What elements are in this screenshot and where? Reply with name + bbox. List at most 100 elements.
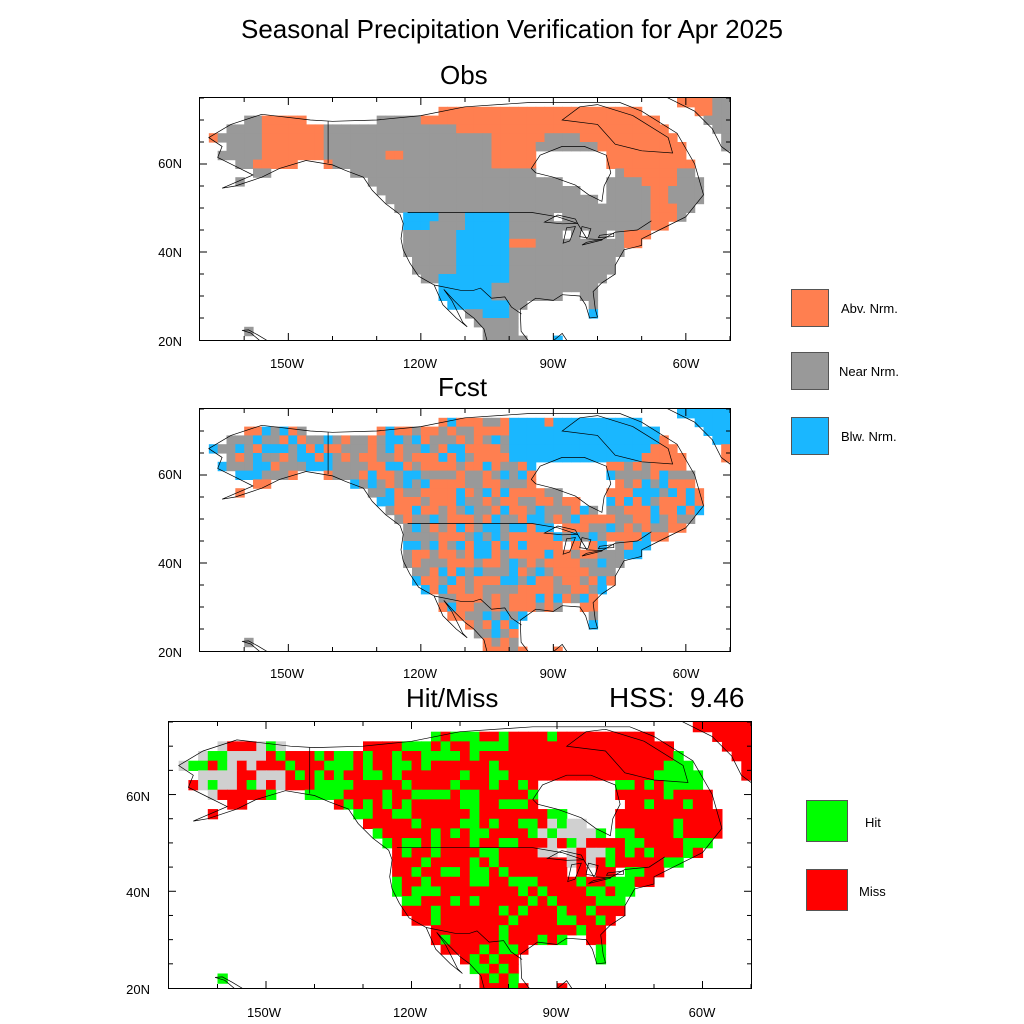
grid-cell: [606, 505, 616, 516]
grid-cell: [332, 142, 342, 152]
grid-cell: [721, 124, 730, 134]
grid-cell: [261, 435, 272, 445]
grid-cell: [367, 479, 378, 489]
grid-cell: [579, 505, 590, 516]
grid-cell: [482, 620, 493, 630]
grid-cell: [650, 203, 660, 213]
grid-cell: [491, 194, 501, 205]
grid-cell: [498, 818, 510, 829]
grid-cell: [571, 256, 581, 266]
grid-cell: [382, 760, 393, 771]
grid-cell: [376, 168, 387, 178]
grid-cell: [500, 497, 510, 507]
grid-cell: [606, 247, 616, 257]
grid-cell: [297, 453, 307, 463]
grid-cell: [421, 857, 432, 868]
grid-cell: [673, 799, 684, 810]
grid-cell: [372, 799, 383, 810]
grid-cell: [363, 751, 374, 762]
grid-cell: [465, 265, 475, 275]
grid-cell: [412, 238, 422, 249]
grid-cell: [421, 828, 432, 839]
grid-cell: [624, 417, 634, 428]
grid-cell: [482, 291, 493, 301]
grid-cell: [562, 221, 572, 231]
grid-cell: [261, 426, 272, 436]
grid-cell: [465, 150, 475, 161]
grid-cell: [571, 115, 581, 125]
grid-cell: [588, 115, 599, 125]
grid-cell: [288, 453, 298, 463]
grid-cell: [526, 523, 537, 533]
grid-cell: [447, 142, 457, 152]
grid-cell: [456, 221, 466, 231]
grid-cell: [579, 124, 590, 134]
grid-cell: [353, 809, 364, 820]
grid-cell: [659, 177, 669, 187]
grid-cell: [518, 857, 529, 868]
grid-cell: [367, 133, 378, 143]
grid-cell: [491, 620, 501, 630]
grid-cell: [527, 876, 539, 888]
grid-cell: [624, 741, 636, 752]
grid-cell: [586, 857, 597, 868]
grid-cell: [644, 799, 655, 810]
grid-cell: [634, 876, 645, 888]
grid-cell: [460, 731, 471, 742]
grid-cell: [473, 282, 484, 293]
grid-cell: [498, 770, 510, 781]
grid-cell: [430, 731, 442, 742]
grid-cell: [615, 809, 626, 820]
grid-cell: [606, 435, 616, 445]
coastline: [562, 226, 576, 244]
grid-cell: [597, 514, 607, 524]
grid-cell: [650, 194, 660, 205]
grid-cell: [332, 150, 342, 161]
grid-cell: [372, 780, 383, 791]
grid-cell: [482, 106, 493, 117]
grid-cell: [571, 505, 581, 516]
grid-cell: [403, 426, 413, 436]
grid-cell: [421, 780, 432, 791]
grid-cell: [456, 150, 466, 161]
grid-cell: [270, 150, 281, 161]
grid-cell: [566, 905, 577, 917]
grid-cell: [500, 620, 510, 630]
grid-cell: [500, 567, 510, 577]
grid-cell: [372, 770, 383, 781]
grid-cell: [544, 177, 554, 187]
grid-cell: [544, 488, 554, 498]
grid-cell: [479, 934, 490, 946]
grid-cell: [518, 818, 529, 829]
grid-cell: [411, 867, 422, 878]
coastline: [561, 415, 674, 465]
grid-cell: [456, 611, 466, 621]
grid-cell: [279, 142, 289, 152]
grid-cell: [673, 809, 684, 820]
grid-cell: [741, 722, 751, 733]
grid-cell: [571, 567, 581, 577]
hss-label: HSS:: [609, 682, 675, 713]
grid-cell: [615, 818, 626, 829]
grid-cell: [403, 115, 413, 125]
grid-cell: [246, 741, 257, 752]
grid-cell: [438, 133, 448, 143]
grid-cell: [632, 470, 643, 480]
grid-cell: [491, 265, 501, 275]
grid-cell: [473, 124, 484, 134]
grid-cell: [473, 585, 484, 595]
grid-cell: [518, 646, 528, 651]
grid-cell: [489, 857, 500, 868]
grid-cell: [588, 133, 599, 143]
grid-cell: [385, 124, 395, 134]
grid-cell: [624, 751, 636, 762]
grid-cell: [588, 444, 599, 454]
grid-cell: [465, 142, 475, 152]
grid-cell: [411, 876, 422, 888]
grid-cell: [527, 780, 539, 791]
grid-cell: [438, 541, 448, 551]
grid-cell: [615, 150, 625, 161]
grid-cell: [500, 133, 510, 143]
grid-cell: [430, 838, 442, 849]
grid-cell: [440, 809, 451, 820]
